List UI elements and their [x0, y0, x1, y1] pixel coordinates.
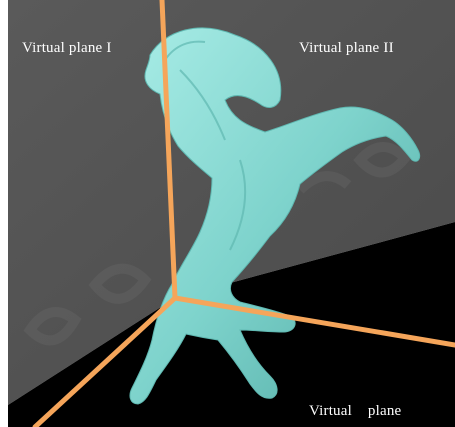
label-virtual-plane-1: Virtual plane I: [22, 40, 112, 56]
horse-icon: [129, 27, 421, 405]
label-virtual-plane-2: Virtual plane II: [299, 40, 394, 56]
watermark: [23, 142, 412, 346]
label-virtual-plane-3: Virtual plane: [309, 403, 402, 419]
left-axis: [32, 295, 178, 427]
vertical-axis: [159, 0, 178, 301]
axis-lines: [32, 0, 455, 427]
right-axis: [172, 295, 455, 348]
